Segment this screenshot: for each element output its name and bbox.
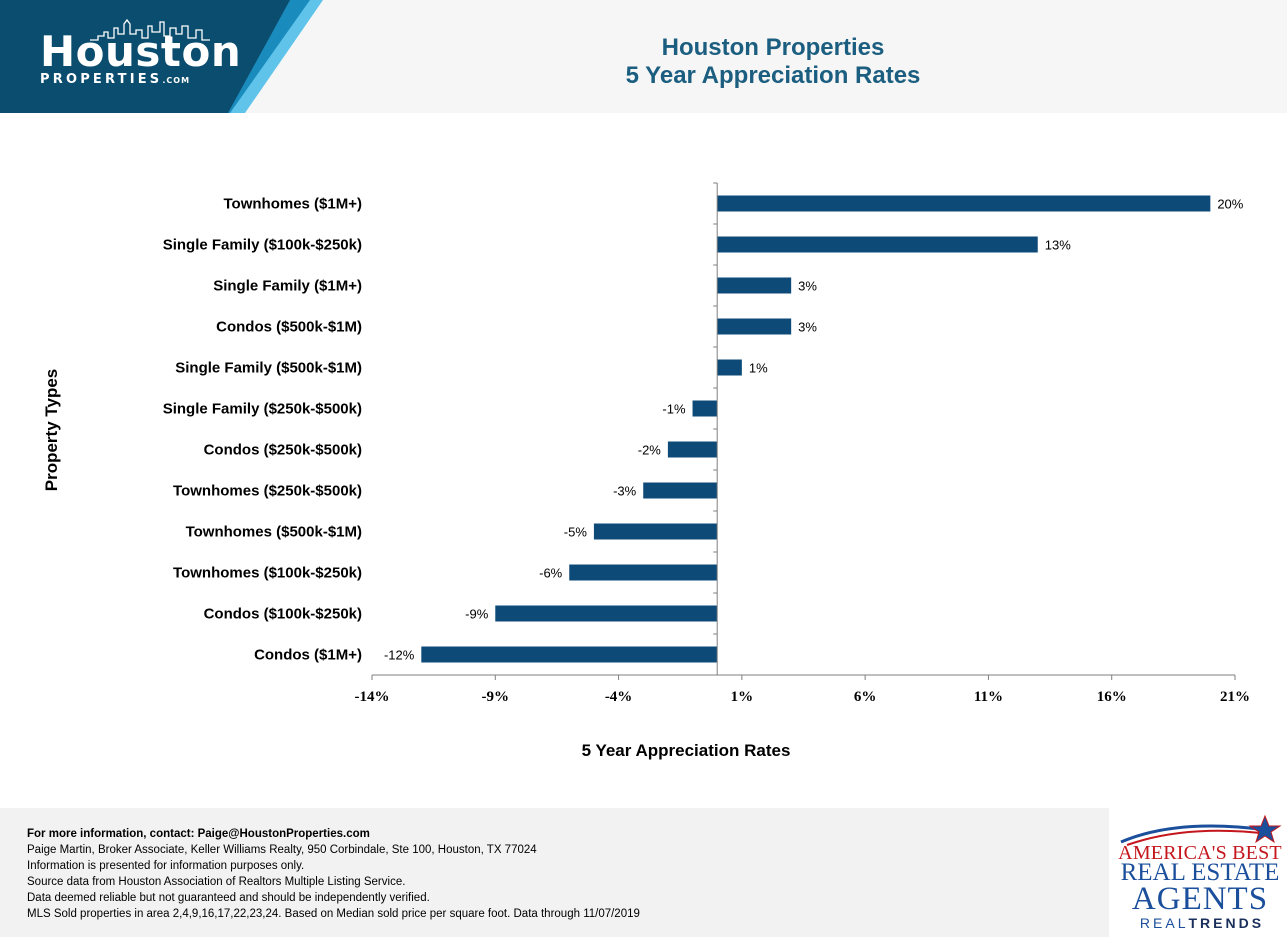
x-tick-label: 1% [731,689,754,705]
logo-subtitle: PROPERTIES [40,72,163,87]
data-label: 20% [1217,197,1243,212]
category-label: Townhomes ($500k-$1M) [186,524,362,541]
category-label: Condos ($250k-$500k) [204,442,362,459]
category-label: Townhomes ($250k-$500k) [173,483,362,500]
badge-line-1: AMERICA'S BEST [1118,842,1282,864]
category-label: Condos ($100k-$250k) [204,606,362,623]
header-bar: Houston PROPERTIES.COM Houston Propertie… [0,0,1287,113]
data-label: -5% [564,525,588,540]
x-tick-label: 16% [1097,689,1127,705]
data-label: 13% [1045,238,1071,253]
chart-title: Houston Properties 5 Year Appreciation R… [480,34,1066,90]
data-label: -6% [539,566,563,581]
bar [717,318,792,335]
x-tick-label: -9% [482,689,510,705]
labels-group: -14% -9% -4% 1% 6% 11% 16% 21% Townhomes ($1M+) 2… [163,196,1250,706]
footer-contact: For more information, contact: Paige@Hou… [27,828,370,840]
x-tick-label: 11% [974,689,1003,705]
footer-disclaimer-1: Information is presented for information… [27,860,305,872]
data-label: -9% [465,607,489,622]
bar [692,400,718,417]
logo-panel [0,0,323,113]
data-label: -3% [613,484,637,499]
category-label: Condos ($500k-$1M) [216,319,362,336]
bar [717,359,742,376]
category-label: Single Family ($1M+) [213,278,362,295]
x-tick-label: 6% [854,689,877,705]
data-label: -2% [638,443,662,458]
axes-group [371,182,1236,680]
data-label: 3% [798,279,817,294]
badge-line-3: AGENTS [1131,881,1269,917]
bar [667,441,718,458]
badge-real: REAL [1139,915,1189,931]
category-label: Townhomes ($1M+) [224,196,363,213]
footer-broker: Paige Martin, Broker Associate, Keller W… [27,844,537,856]
logo-dotcom: .COM [162,76,191,85]
bar-chart: -14% -9% -4% 1% 6% 11% 16% 21% Townhomes ($1M+) 2… [42,182,1250,760]
category-label: Townhomes ($100k-$250k) [173,565,362,582]
chart-title-line2: 5 Year Appreciation Rates [625,62,921,89]
badge-line-2: REAL ESTATE [1120,859,1280,886]
x-tick-label: -14% [355,689,390,705]
x-tick-label: 21% [1220,689,1250,705]
data-label: -12% [384,648,415,663]
logo-wordmark: Houston [40,27,242,76]
category-label: Single Family ($100k-$250k) [163,237,362,254]
bars-group [421,195,1211,663]
bar [717,277,792,294]
bar [643,482,718,499]
bar [495,605,718,622]
bar [593,523,718,540]
logo[interactable]: Houston PROPERTIES.COM [40,27,242,88]
x-tick-label: -4% [605,689,633,705]
data-label: 3% [798,320,817,335]
category-label: Condos ($1M+) [254,647,362,664]
bar [421,646,718,663]
skyline-icon [90,18,210,41]
chart-title-line1: Houston Properties [661,34,885,61]
data-label: -1% [662,402,686,417]
footer-source: Source data from Houston Association of … [27,876,406,888]
star-swoosh-icon [1120,814,1282,846]
footer-mls-note: MLS Sold properties in area 2,4,9,16,17,… [27,908,640,920]
data-label: 1% [749,361,768,376]
category-label: Single Family ($500k-$1M) [175,360,362,377]
footer: For more information, contact: Paige@Hou… [0,808,1109,937]
real-trends-badge: AMERICA'S BEST REAL ESTATE AGENTS REALTR… [1109,808,1287,937]
y-axis-title: Property Types [42,369,61,492]
footer-text: For more information, contact: Paige@Hou… [27,826,640,922]
footer-disclaimer-2: Data deemed reliable but not guaranteed … [27,892,430,904]
x-axis-title: 5 Year Appreciation Rates [582,741,791,760]
bar [569,564,718,581]
bar [717,195,1211,212]
badge-line-4: REALTRENDS [1119,915,1285,931]
category-label: Single Family ($250k-$500k) [163,401,362,418]
bar [717,236,1038,253]
badge-trends: TRENDS [1188,915,1265,931]
